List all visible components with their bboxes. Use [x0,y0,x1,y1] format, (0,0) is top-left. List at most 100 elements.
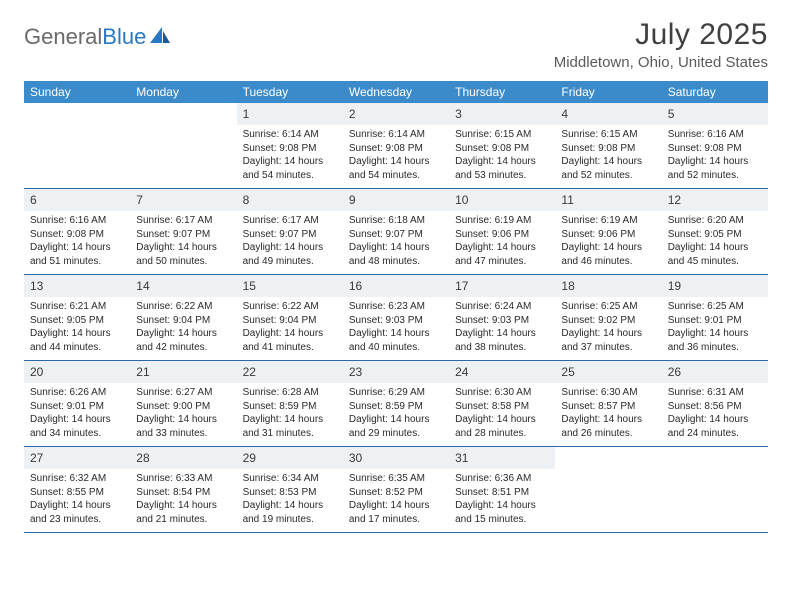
daylight-line: Daylight: 14 hours and 33 minutes. [136,413,230,440]
day-body: Sunrise: 6:22 AMSunset: 9:04 PMDaylight:… [237,297,343,354]
daylight-line: Daylight: 14 hours and 51 minutes. [30,241,124,268]
sunset-line: Sunset: 8:53 PM [243,486,337,500]
calendar-cell: 22Sunrise: 6:28 AMSunset: 8:59 PMDayligh… [237,361,343,447]
sunset-line: Sunset: 9:07 PM [243,228,337,242]
sunrise-line: Sunrise: 6:22 AM [243,300,337,314]
sunrise-line: Sunrise: 6:16 AM [30,214,124,228]
calendar-cell: 3Sunrise: 6:15 AMSunset: 9:08 PMDaylight… [449,103,555,189]
daylight-line: Daylight: 14 hours and 46 minutes. [561,241,655,268]
day-number-row: 26 [662,361,768,383]
day-number: 30 [349,451,362,465]
day-body: Sunrise: 6:33 AMSunset: 8:54 PMDaylight:… [130,469,236,526]
calendar-cell: 10 Sunrise: 6:19 AMSunset: 9:06 PMDayligh… [449,189,555,275]
sunrise-line: Sunrise: 6:19 AM [561,214,655,228]
day-number: 12 [668,193,681,207]
dow-monday: Monday [130,81,236,103]
daylight-line: Daylight: 14 hours and 26 minutes. [561,413,655,440]
sunrise-line: Sunrise: 6:30 AM [561,386,655,400]
day-number-row: 1 [237,103,343,125]
day-body: Sunrise: 6:15 AMSunset: 9:08 PMDaylight:… [449,125,555,182]
calendar-cell: 2Sunrise: 6:14 AMSunset: 9:08 PMDaylight… [343,103,449,189]
daylight-line: Daylight: 14 hours and 53 minutes. [455,155,549,182]
sunrise-line: Sunrise: 6:21 AM [30,300,124,314]
calendar-page: GeneralBlue July 2025 Middletown, Ohio, … [0,0,792,551]
day-body: Sunrise: 6:17 AMSunset: 9:07 PMDaylight:… [130,211,236,268]
sunset-line: Sunset: 9:03 PM [455,314,549,328]
day-number: 11 [561,193,573,207]
daylight-line: Daylight: 14 hours and 37 minutes. [561,327,655,354]
sunset-line: Sunset: 8:55 PM [30,486,124,500]
daylight-line: Daylight: 14 hours and 49 minutes. [243,241,337,268]
day-body: Sunrise: 6:26 AMSunset: 9:01 PMDaylight:… [24,383,130,440]
day-number: 16 [349,279,362,293]
day-number-row: 12 [662,189,768,211]
day-number-row: 21 [130,361,236,383]
day-number-row: 22 [237,361,343,383]
day-number-row: 7 [130,189,236,211]
sunrise-line: Sunrise: 6:33 AM [136,472,230,486]
calendar-cell: 29 Sunrise: 6:34 AMSunset: 8:53 PMDayligh… [237,447,343,533]
day-body: Sunrise: 6:22 AMSunset: 9:04 PMDaylight:… [130,297,236,354]
calendar-cell: 24Sunrise: 6:30 AMSunset: 8:58 PMDayligh… [449,361,555,447]
daylight-line: Daylight: 14 hours and 47 minutes. [455,241,549,268]
calendar-cell: 9Sunrise: 6:18 AMSunset: 9:07 PMDaylight… [343,189,449,275]
weekday-header-row: Sunday Monday Tuesday Wednesday Thursday… [24,81,768,103]
day-body: Sunrise: 6:32 AMSunset: 8:55 PMDaylight:… [24,469,130,526]
sunset-line: Sunset: 9:06 PM [455,228,549,242]
day-number-row: 5 [662,103,768,125]
day-number: 22 [243,365,256,379]
daylight-line: Daylight: 14 hours and 48 minutes. [349,241,443,268]
day-body: Sunrise: 6:35 AMSunset: 8:52 PMDaylight:… [343,469,449,526]
sunset-line: Sunset: 9:06 PM [561,228,655,242]
sunrise-line: Sunrise: 6:30 AM [455,386,549,400]
day-number-row: 14 [130,275,236,297]
calendar-cell: 7Sunrise: 6:17 AMSunset: 9:07 PMDaylight… [130,189,236,275]
day-number-row: 17 [449,275,555,297]
day-body: Sunrise: 6:34 AMSunset: 8:53 PMDaylight:… [237,469,343,526]
calendar-grid: Sunday Monday Tuesday Wednesday Thursday… [24,81,768,533]
day-number-row: 18 [555,275,661,297]
day-body: Sunrise: 6:14 AMSunset: 9:08 PMDaylight:… [343,125,449,182]
sunset-line: Sunset: 9:08 PM [30,228,124,242]
day-number: 15 [243,279,256,293]
day-body: Sunrise: 6:36 AMSunset: 8:51 PMDaylight:… [449,469,555,526]
sunrise-line: Sunrise: 6:20 AM [668,214,762,228]
day-body: Sunrise: 6:30 AMSunset: 8:58 PMDaylight:… [449,383,555,440]
calendar-cell: 12Sunrise: 6:20 AMSunset: 9:05 PMDayligh… [662,189,768,275]
day-number: 5 [668,107,675,121]
day-number-row: 31 [449,447,555,469]
day-number: 4 [561,107,568,121]
day-body: Sunrise: 6:17 AMSunset: 9:07 PMDaylight:… [237,211,343,268]
calendar-cell: 16Sunrise: 6:23 AMSunset: 9:03 PMDayligh… [343,275,449,361]
day-body: Sunrise: 6:19 AMSunset: 9:06 PMDaylight:… [449,211,555,268]
daylight-line: Daylight: 14 hours and 54 minutes. [243,155,337,182]
calendar-cell: 15 Sunrise: 6:22 AMSunset: 9:04 PMDayligh… [237,275,343,361]
day-number: 28 [136,451,149,465]
sunset-line: Sunset: 9:07 PM [136,228,230,242]
dow-friday: Friday [555,81,661,103]
day-body: Sunrise: 6:18 AMSunset: 9:07 PMDaylight:… [343,211,449,268]
calendar-cell: 4Sunrise: 6:15 AMSunset: 9:08 PMDaylight… [555,103,661,189]
sunset-line: Sunset: 9:08 PM [668,142,762,156]
sunset-line: Sunset: 8:57 PM [561,400,655,414]
dow-tuesday: Tuesday [237,81,343,103]
sunrise-line: Sunrise: 6:26 AM [30,386,124,400]
daylight-line: Daylight: 14 hours and 52 minutes. [561,155,655,182]
day-number: 29 [243,451,256,465]
day-body: Sunrise: 6:14 AMSunset: 9:08 PMDaylight:… [237,125,343,182]
brand-blue: Blue [102,24,146,49]
month-title: July 2025 [554,18,768,52]
dow-sunday: Sunday [24,81,130,103]
day-number: 10 [455,193,468,207]
brand-text: GeneralBlue [24,24,146,50]
day-number: 23 [349,365,362,379]
sunrise-line: Sunrise: 6:17 AM [243,214,337,228]
sunset-line: Sunset: 8:56 PM [668,400,762,414]
daylight-line: Daylight: 14 hours and 23 minutes. [30,499,124,526]
sunrise-line: Sunrise: 6:15 AM [455,128,549,142]
dow-saturday: Saturday [662,81,768,103]
calendar-cell: 26Sunrise: 6:31 AMSunset: 8:56 PMDayligh… [662,361,768,447]
calendar-cell: 23Sunrise: 6:29 AMSunset: 8:59 PMDayligh… [343,361,449,447]
sunset-line: Sunset: 8:51 PM [455,486,549,500]
sunrise-line: Sunrise: 6:24 AM [455,300,549,314]
